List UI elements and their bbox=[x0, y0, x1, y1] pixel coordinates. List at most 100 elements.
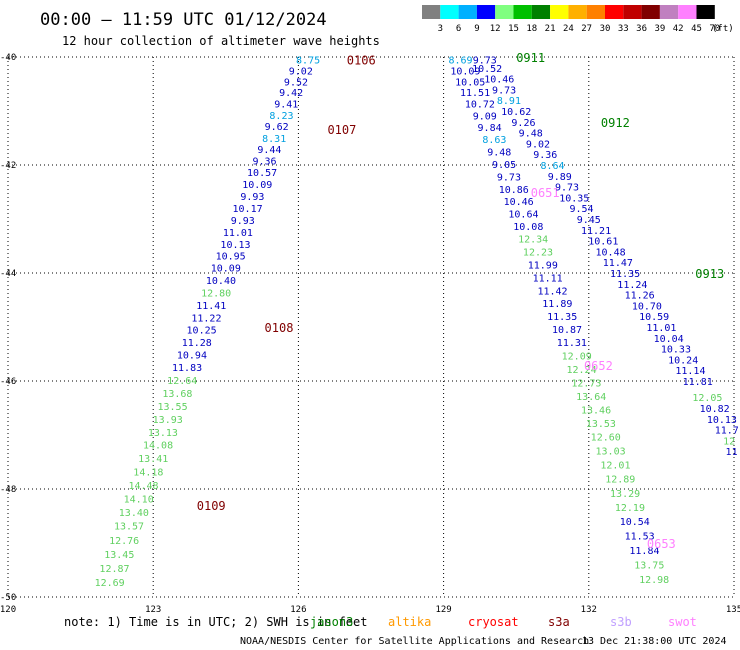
colorbar-swatch bbox=[476, 5, 496, 19]
satellite-s3a: s3a bbox=[548, 615, 570, 629]
data-point-label: 9.73 bbox=[492, 85, 516, 96]
data-point-label: 10.13 bbox=[220, 240, 250, 251]
data-point-label: 13.13 bbox=[148, 428, 178, 439]
y-tick-label: -48 bbox=[0, 485, 16, 495]
satellite-altika: altika bbox=[388, 615, 431, 629]
data-point-label: 11.22 bbox=[191, 313, 221, 324]
footer-note: note: 1) Time is in UTC; 2) SWH is in fe… bbox=[64, 615, 367, 629]
data-point-label: 10.40 bbox=[206, 276, 236, 287]
time-label: 0912 bbox=[601, 116, 630, 130]
x-tick-label: 129 bbox=[435, 605, 451, 615]
colorbar-label: 27 bbox=[581, 24, 592, 34]
data-point-label: 11.01 bbox=[223, 228, 253, 239]
time-label: 0108 bbox=[265, 321, 294, 335]
data-point-label: 10.35 bbox=[559, 193, 589, 204]
data-point-label: 11.35 bbox=[547, 312, 577, 323]
data-point-label: 11.28 bbox=[182, 338, 212, 349]
data-point-label: 13.41 bbox=[138, 454, 168, 465]
colorbar-label: 15 bbox=[508, 24, 519, 34]
data-point-label: 11.51 bbox=[460, 88, 490, 99]
data-point-label: 12.64 bbox=[167, 376, 197, 387]
data-point-label: 10.09 bbox=[211, 264, 241, 275]
data-point-label: 10.09 bbox=[242, 180, 272, 191]
data-point-label: 8.23 bbox=[269, 111, 293, 122]
data-point-label: 11.35 bbox=[610, 269, 640, 280]
y-tick-label: -50 bbox=[0, 593, 16, 603]
colorbar-label: 9 bbox=[474, 24, 479, 34]
data-point-label: 10.09 bbox=[450, 67, 480, 78]
footer-credit: NOAA/NESDIS Center for Satellite Applica… bbox=[240, 636, 589, 647]
plot-area: 120 123 126 129 132 135 -40 -42 -44 -46 -48 -50 8.75… bbox=[0, 51, 740, 615]
data-point-label: 10.13 bbox=[707, 415, 737, 426]
data-point-label: 13.46 bbox=[581, 406, 611, 417]
data-point-label: 8.63 bbox=[482, 135, 506, 146]
satellite-legend: jason3 altika cryosat s3a s3b swot bbox=[310, 615, 697, 629]
data-point-label: 10.72 bbox=[465, 99, 495, 110]
satellite-jason3: jason3 bbox=[310, 615, 353, 629]
data-point-label: 10.46 bbox=[484, 75, 514, 86]
data-point-label: 9.93 bbox=[240, 192, 264, 203]
data-point-label: 11.41 bbox=[196, 301, 226, 312]
data-point-label: 12.80 bbox=[201, 288, 231, 299]
data-point-label: 12.09 bbox=[562, 352, 592, 363]
data-point-label: 9.48 bbox=[519, 129, 543, 140]
x-tick-label: 135 bbox=[726, 605, 740, 615]
data-point-label: 11.81 bbox=[683, 377, 713, 388]
data-point-label: 12.23 bbox=[523, 247, 553, 258]
data-point-label: 12.05 bbox=[692, 393, 722, 404]
data-point-label: 10.87 bbox=[552, 325, 582, 336]
data-point-label: 11 bbox=[726, 447, 738, 458]
data-point-label: 10.59 bbox=[639, 312, 669, 323]
data-point-label: 11.7 bbox=[715, 426, 739, 437]
data-point-label: 11.84 bbox=[629, 546, 659, 557]
data-point-label: 8.69 bbox=[448, 56, 472, 67]
data-point-label: 13.64 bbox=[576, 392, 606, 403]
colorbar-label: 24 bbox=[563, 24, 574, 34]
colorbar-swatch bbox=[641, 5, 660, 19]
data-point-label: 9.54 bbox=[569, 204, 593, 215]
data-point-label: 12.34 bbox=[518, 234, 548, 245]
colorbar-swatch bbox=[531, 5, 551, 19]
colorbar: 3 6 9 12 15 18 21 24 27 30 33 36 39 42 45 70(ft) bbox=[422, 5, 734, 34]
data-point-label: 10.62 bbox=[501, 107, 531, 118]
data-point-label: 12.76 bbox=[109, 536, 139, 547]
colorbar-label: 21 bbox=[545, 24, 556, 34]
data-point-label: 9.02 bbox=[526, 139, 550, 150]
data-point-label: 8.31 bbox=[262, 134, 286, 145]
data-point-label: 10.05 bbox=[455, 77, 485, 88]
data-point-label: 11.42 bbox=[537, 286, 567, 297]
chart-title: 00:00 — 11:59 UTC 01/12/2024 bbox=[40, 10, 327, 30]
data-point-label: 8.75 bbox=[296, 56, 320, 67]
footer: note: 1) Time is in UTC; 2) SWH is in fe… bbox=[64, 615, 727, 647]
colorbar-swatch bbox=[605, 5, 624, 19]
colorbar-swatch bbox=[623, 5, 642, 19]
x-tick-label: 126 bbox=[290, 605, 306, 615]
data-point-label: 13.53 bbox=[586, 419, 616, 430]
colorbar-swatch bbox=[513, 5, 532, 19]
data-point-label: 9.73 bbox=[473, 56, 497, 67]
colorbar-swatch bbox=[678, 5, 697, 19]
colorbar-label: 33 bbox=[618, 24, 629, 34]
data-point-label: 9.05 bbox=[492, 160, 516, 171]
data-point-label: 9.73 bbox=[497, 172, 521, 183]
data-point-label: 9.09 bbox=[473, 111, 497, 122]
x-tick-label: 123 bbox=[145, 605, 161, 615]
colorbar-swatch bbox=[422, 5, 441, 19]
colorbar-swatch bbox=[568, 5, 587, 19]
data-point-label: 10.04 bbox=[654, 334, 684, 345]
data-point-label: 14.08 bbox=[143, 441, 173, 452]
colorbar-swatch bbox=[696, 5, 715, 19]
y-tick-label: -42 bbox=[0, 161, 16, 171]
colorbar-unit: (ft) bbox=[712, 24, 734, 34]
time-label: 0653 bbox=[647, 537, 676, 551]
data-point-label: 9.89 bbox=[548, 172, 572, 183]
data-point-label: 12.60 bbox=[591, 433, 621, 444]
data-point-label: 10.61 bbox=[588, 237, 618, 248]
x-tick-label: 120 bbox=[0, 605, 16, 615]
time-label: 0911 bbox=[516, 51, 545, 65]
data-point-label: 12.98 bbox=[639, 575, 669, 586]
data-point-label: 8.91 bbox=[497, 96, 521, 107]
colorbar-swatch bbox=[659, 5, 679, 19]
track-1: 8.759.029.529.429.418.239.628.319.449.36… bbox=[95, 54, 376, 589]
